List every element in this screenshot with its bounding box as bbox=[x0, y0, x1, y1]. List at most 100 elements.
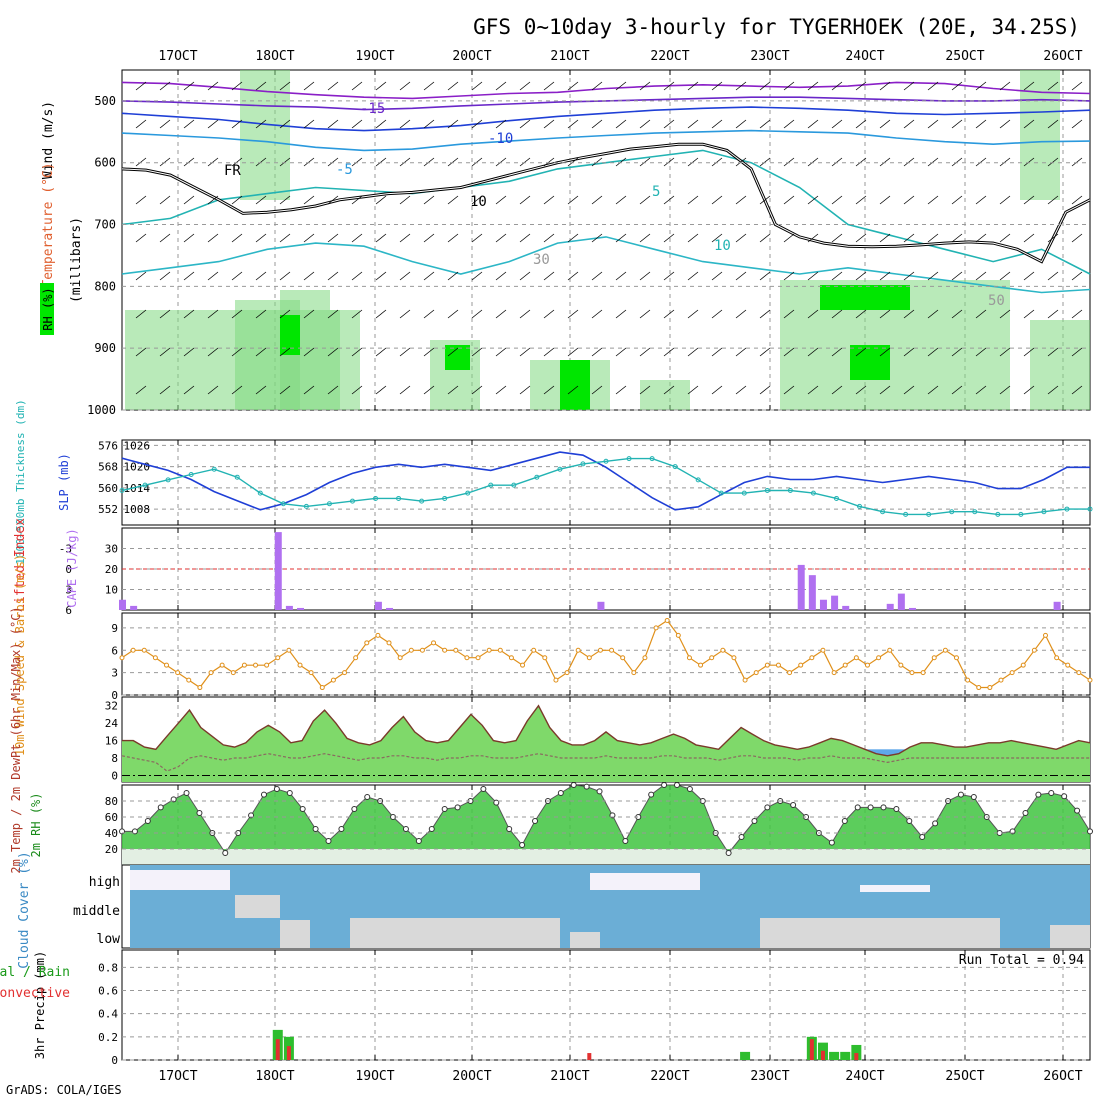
wind-speed-marker bbox=[631, 670, 637, 676]
wind-barb bbox=[663, 271, 675, 281]
wind-barb bbox=[183, 195, 195, 205]
temperature-contour bbox=[121, 81, 1091, 100]
wind-barb bbox=[159, 157, 171, 167]
wind-speed-marker bbox=[197, 685, 203, 691]
wind-barb bbox=[351, 271, 363, 281]
wind-barb bbox=[663, 195, 675, 205]
wind-barb bbox=[1023, 233, 1035, 243]
wind-barb bbox=[423, 195, 435, 205]
thickness-marker bbox=[1018, 511, 1024, 517]
rh-marker bbox=[828, 839, 835, 846]
wind-barb bbox=[351, 157, 363, 167]
wind-barb bbox=[399, 309, 411, 319]
wind-speed-marker bbox=[508, 655, 514, 661]
wind-speed-marker bbox=[898, 662, 904, 668]
wind-speed-marker bbox=[241, 662, 247, 668]
wind-barb bbox=[447, 385, 459, 395]
wind-barb bbox=[975, 385, 987, 395]
rh-legend-swatch bbox=[40, 283, 54, 335]
rh-shading bbox=[1030, 320, 1090, 410]
wind-barb bbox=[615, 119, 627, 129]
dewpoint-line bbox=[121, 753, 1090, 772]
wind-barb bbox=[1047, 195, 1059, 205]
y-tick-wind: 3 bbox=[111, 667, 118, 680]
legend-total-rain: Total / Rain bbox=[0, 965, 70, 980]
precip-convective-bar bbox=[820, 1050, 825, 1060]
wind-speed-marker bbox=[675, 632, 681, 638]
cloud-patch bbox=[235, 895, 280, 918]
wind-barb bbox=[495, 271, 507, 281]
thickness-marker bbox=[419, 498, 425, 504]
cloud-patch bbox=[130, 870, 230, 890]
rh-marker bbox=[364, 794, 371, 800]
rh-marker bbox=[286, 790, 293, 796]
wind-barb bbox=[735, 157, 747, 167]
wind-barb bbox=[399, 157, 411, 167]
cape-bar bbox=[1053, 601, 1061, 610]
wind-barb bbox=[591, 309, 603, 319]
rh-marker bbox=[854, 804, 861, 811]
y-tick-precip: 0.4 bbox=[98, 1008, 118, 1021]
cape-bar bbox=[831, 595, 839, 610]
wind-barb bbox=[351, 233, 363, 243]
y-tick-cape: 30 bbox=[105, 543, 118, 556]
wind-barb bbox=[159, 119, 171, 129]
wind-speed-marker bbox=[152, 655, 158, 661]
wind-barb bbox=[711, 157, 723, 167]
axis-label-thickness: 1000~500mb Thickness (dm) bbox=[14, 399, 27, 565]
thickness-marker bbox=[1064, 506, 1070, 512]
y-tick-left: 552 bbox=[98, 503, 118, 516]
date-label-top: 24OCT bbox=[845, 49, 884, 64]
date-label-top: 20OCT bbox=[452, 49, 491, 64]
wind-speed-marker bbox=[208, 670, 214, 676]
rh-marker bbox=[932, 820, 939, 827]
rh-marker bbox=[557, 790, 564, 796]
wind-barb bbox=[543, 195, 555, 205]
wind-speed-marker bbox=[186, 677, 192, 683]
wind-speed-marker bbox=[798, 662, 804, 668]
rh-marker bbox=[428, 826, 435, 832]
precip-total-bar bbox=[851, 1044, 862, 1060]
contour-label: -15 bbox=[360, 101, 385, 117]
y-tick-li: 3 bbox=[65, 584, 72, 597]
date-label-top: 25OCT bbox=[945, 49, 984, 64]
wind-barb bbox=[543, 309, 555, 319]
wind-barb bbox=[279, 233, 291, 243]
wind-barb bbox=[519, 119, 531, 129]
wind-barb bbox=[855, 385, 867, 395]
wind-barb bbox=[207, 81, 219, 91]
thickness-marker bbox=[234, 474, 240, 480]
wind-barb bbox=[519, 233, 531, 243]
wind-barb bbox=[303, 271, 315, 281]
wind-barb bbox=[471, 81, 483, 91]
wind-barb bbox=[735, 119, 747, 129]
wind-barb bbox=[231, 233, 243, 243]
wind-barb bbox=[183, 233, 195, 243]
wind-barb bbox=[783, 195, 795, 205]
wind-barb bbox=[327, 347, 339, 357]
wind-speed-marker bbox=[319, 685, 325, 691]
cloud-patch bbox=[1050, 925, 1090, 948]
wind-barb bbox=[807, 385, 819, 395]
wind-speed-marker bbox=[553, 677, 559, 683]
wind-barb bbox=[975, 157, 987, 167]
y-tick-temp: 0 bbox=[111, 769, 118, 782]
wind-barb bbox=[135, 195, 147, 205]
axis-label-cloud: Cloud Cover (%) bbox=[17, 851, 32, 968]
wind-barb bbox=[927, 157, 939, 167]
wind-barb bbox=[183, 385, 195, 395]
date-label-top: 19OCT bbox=[355, 49, 394, 64]
rh-marker bbox=[299, 806, 306, 812]
wind-barb bbox=[231, 347, 243, 357]
thickness-marker bbox=[695, 477, 701, 483]
y-tick-temp: 8 bbox=[111, 752, 118, 765]
wind-barb bbox=[663, 119, 675, 129]
precip-total-bar bbox=[740, 1051, 751, 1060]
thickness-marker bbox=[488, 482, 494, 488]
thickness-marker bbox=[142, 482, 148, 488]
wind-barb bbox=[999, 157, 1011, 167]
wind-speed-marker bbox=[953, 655, 959, 661]
thickness-marker bbox=[833, 495, 839, 501]
cape-bar bbox=[897, 593, 905, 610]
wind-barb bbox=[879, 233, 891, 243]
